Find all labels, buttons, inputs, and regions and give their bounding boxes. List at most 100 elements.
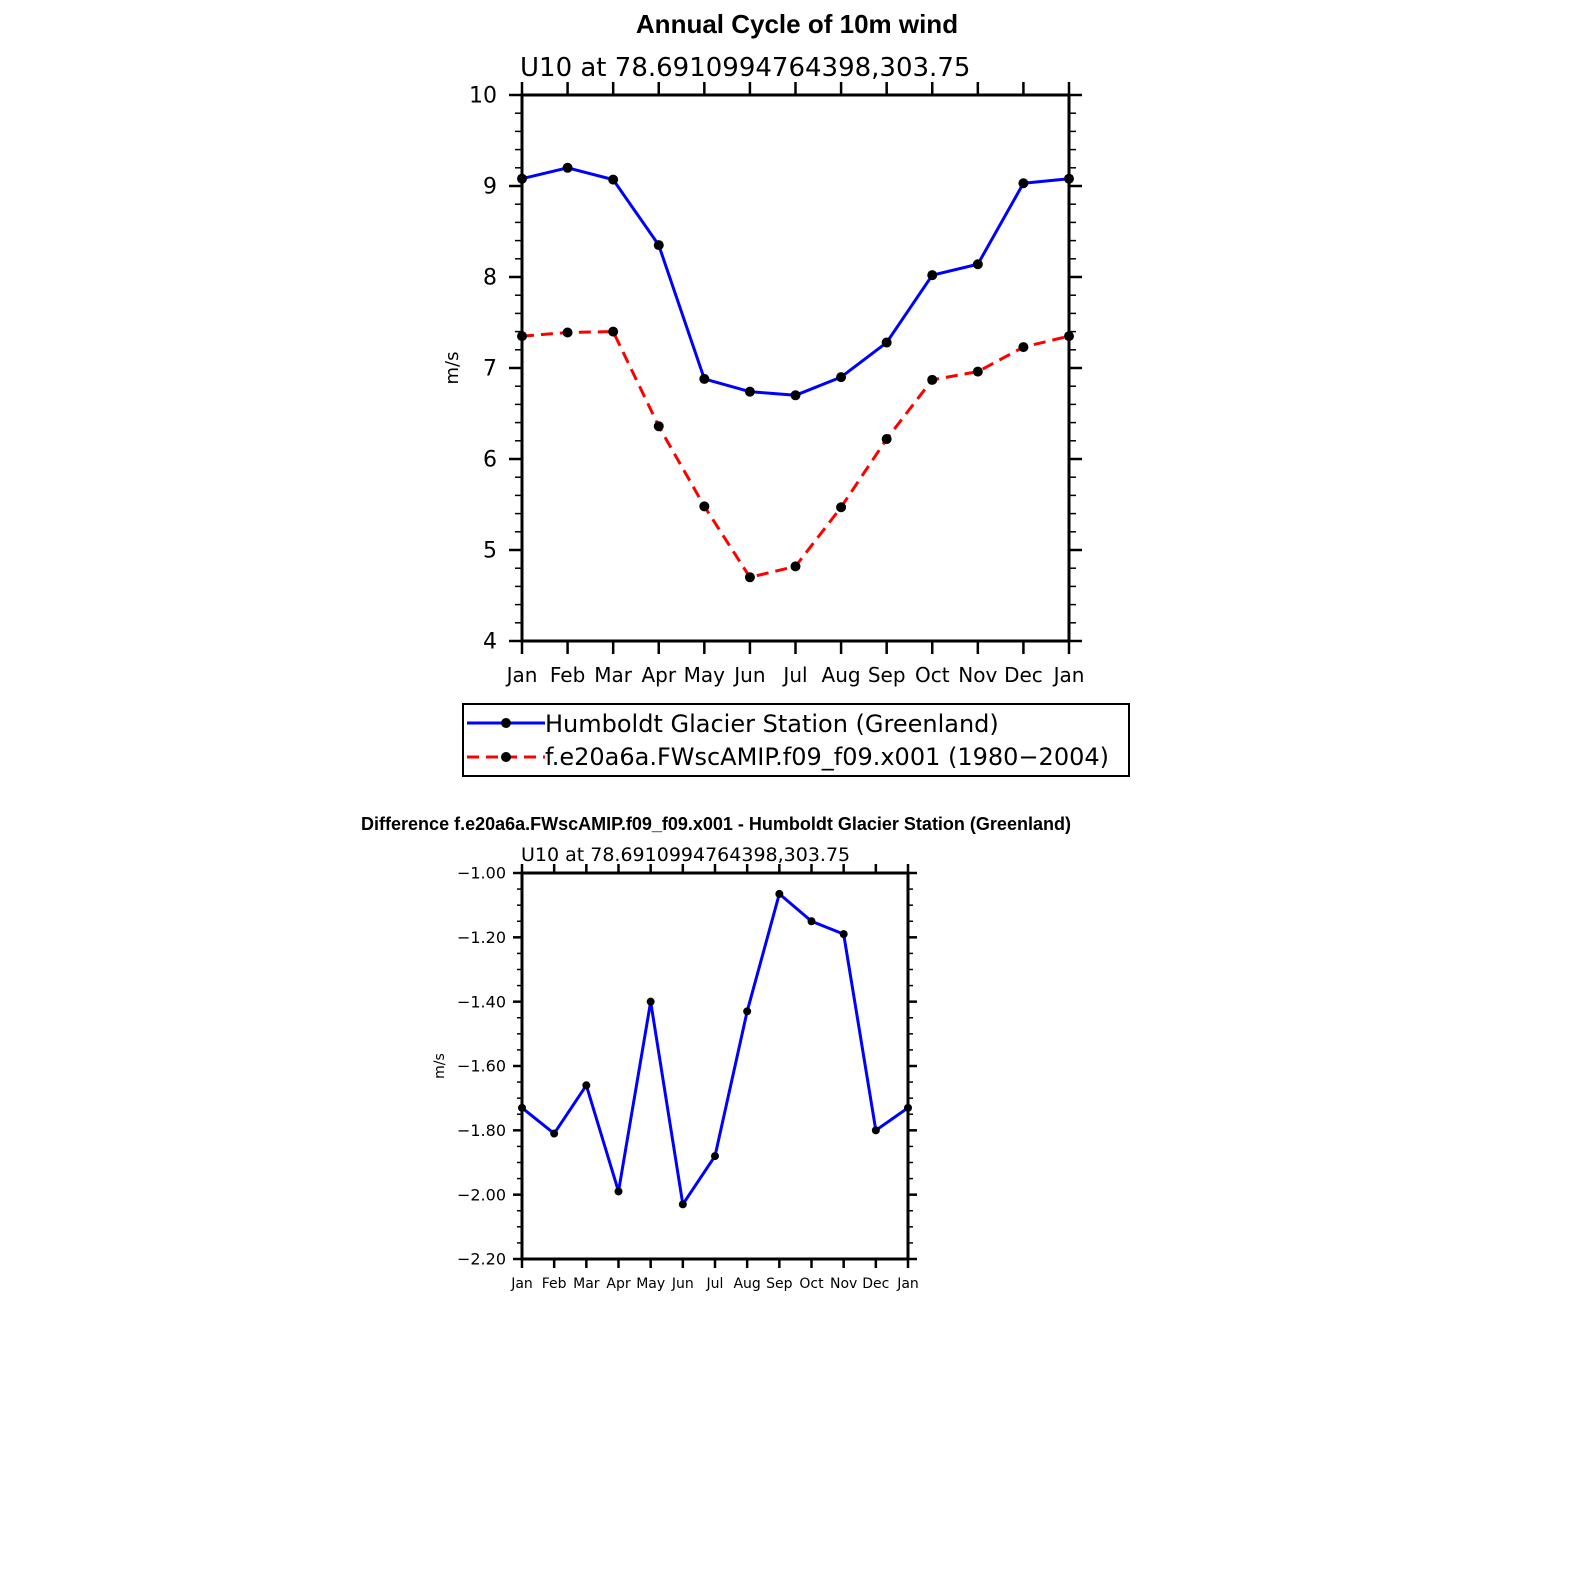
legend: Humboldt Glacier Station (Greenland) f.e… [462, 703, 1130, 777]
x-tick-label: Nov [830, 1276, 857, 1292]
x-tick-label: Jan [505, 663, 538, 687]
data-point [790, 561, 801, 572]
legend-entry-model: f.e20a6a.FWscAMIP.f09_f09.x001 (1980−200… [467, 743, 1109, 771]
x-tick-label: Mar [594, 663, 633, 687]
y-tick-label: −1.00 [457, 864, 506, 883]
data-point [775, 889, 784, 898]
data-point [711, 1152, 719, 1161]
chart-title: Annual Cycle of 10m wind [636, 9, 958, 39]
x-tick-label: Jun [671, 1276, 694, 1292]
x-tick-label: Oct [799, 1276, 824, 1292]
plot-frame [520, 93, 1071, 643]
x-tick-label: May [636, 1276, 665, 1292]
x-tick-label: Jul [706, 1276, 724, 1292]
legend-label-model: f.e20a6a.FWscAMIP.f09_f09.x001 (1980−200… [545, 743, 1109, 771]
data-point [743, 1007, 752, 1016]
x-tick-label: Jul [781, 663, 807, 687]
legend-entry-humboldt: Humboldt Glacier Station (Greenland) [467, 710, 999, 738]
data-point [1018, 342, 1029, 353]
data-point [653, 421, 664, 432]
y-tick-label: −2.20 [457, 1250, 506, 1269]
x-tick-label: Jan [1052, 663, 1085, 687]
x-tick-label: Dec [1004, 663, 1043, 687]
data-point [699, 373, 710, 384]
x-tick-label: Apr [641, 663, 676, 687]
legend-label-humboldt: Humboldt Glacier Station (Greenland) [545, 710, 999, 738]
data-point [744, 386, 755, 397]
y-tick-label: 8 [483, 266, 497, 291]
data-point [927, 374, 938, 385]
annual-cycle-chart: Annual Cycle of 10m wind U10 at 78.69109… [442, 9, 1130, 777]
data-point [550, 1129, 559, 1138]
x-tick-label: Feb [542, 1276, 567, 1292]
data-point [678, 1200, 687, 1209]
y-tick-label: −2.00 [457, 1185, 506, 1204]
x-tick-label: Jan [510, 1276, 533, 1292]
data-point [972, 366, 983, 377]
chart-title: Difference f.e20a6a.FWscAMIP.f09_f09.x00… [361, 814, 1071, 834]
x-tick-label: Nov [958, 663, 997, 687]
y-axis-label: m/s [442, 352, 463, 385]
x-tick-label: Sep [766, 1276, 793, 1292]
data-point [562, 162, 573, 173]
plot-frame [520, 871, 910, 1261]
series-line-0 [521, 166, 1070, 397]
legend-marker-humboldt [501, 718, 511, 728]
data-point [807, 917, 816, 926]
data-point [562, 327, 573, 338]
y-tick-label: 5 [483, 539, 497, 564]
data-point [699, 501, 710, 512]
data-point [871, 1126, 880, 1135]
x-tick-label: Aug [733, 1276, 760, 1292]
x-tick-label: May [684, 663, 726, 687]
x-tick-label: Dec [862, 1276, 889, 1292]
data-point [836, 372, 847, 383]
x-tick-label: Sep [868, 663, 906, 687]
chart-subtitle: U10 at 78.6910994764398,303.75 [521, 844, 850, 866]
data-point [608, 326, 619, 337]
data-point [904, 1103, 912, 1112]
y-tick-label: −1.20 [457, 928, 506, 947]
legend-box [462, 703, 1130, 777]
data-point [1064, 331, 1074, 342]
difference-chart: Difference f.e20a6a.FWscAMIP.f09_f09.x00… [361, 814, 1071, 1292]
x-tick-label: Feb [550, 663, 585, 687]
data-point [1064, 173, 1074, 184]
x-tick-label: Apr [606, 1276, 630, 1292]
y-tick-label: 4 [483, 630, 497, 655]
data-point [744, 572, 755, 583]
data-point [608, 174, 619, 185]
data-point [1018, 178, 1029, 189]
data-point [646, 997, 655, 1006]
legend-marker-model [501, 752, 511, 762]
x-tick-label: Jan [896, 1276, 919, 1292]
data-point [881, 433, 892, 444]
chart-subtitle: U10 at 78.6910994764398,303.75 [520, 53, 970, 83]
x-tick-label: Jun [732, 663, 765, 687]
y-tick-label: −1.80 [457, 1121, 506, 1140]
data-point [517, 331, 527, 342]
data-point [972, 259, 983, 270]
data-point [614, 1187, 623, 1196]
y-tick-label: 7 [483, 357, 497, 382]
data-point [927, 270, 938, 281]
data-point [790, 390, 801, 401]
x-tick-label: Mar [573, 1276, 600, 1292]
data-point [881, 337, 892, 348]
y-tick-label: −1.40 [457, 992, 506, 1011]
data-point [836, 502, 847, 513]
y-tick-label: 9 [483, 175, 497, 200]
data-point [518, 1103, 526, 1112]
data-point [517, 173, 527, 184]
data-point [839, 930, 848, 939]
x-tick-label: Aug [822, 663, 861, 687]
x-tick-label: Oct [915, 663, 950, 687]
y-tick-label: −1.60 [457, 1057, 506, 1076]
y-tick-label: 6 [483, 448, 497, 473]
data-point [582, 1081, 591, 1090]
y-tick-label: 10 [469, 84, 497, 109]
data-point [653, 240, 664, 251]
y-axis-label: m/s [432, 1053, 448, 1079]
series-line-1 [521, 330, 1070, 579]
